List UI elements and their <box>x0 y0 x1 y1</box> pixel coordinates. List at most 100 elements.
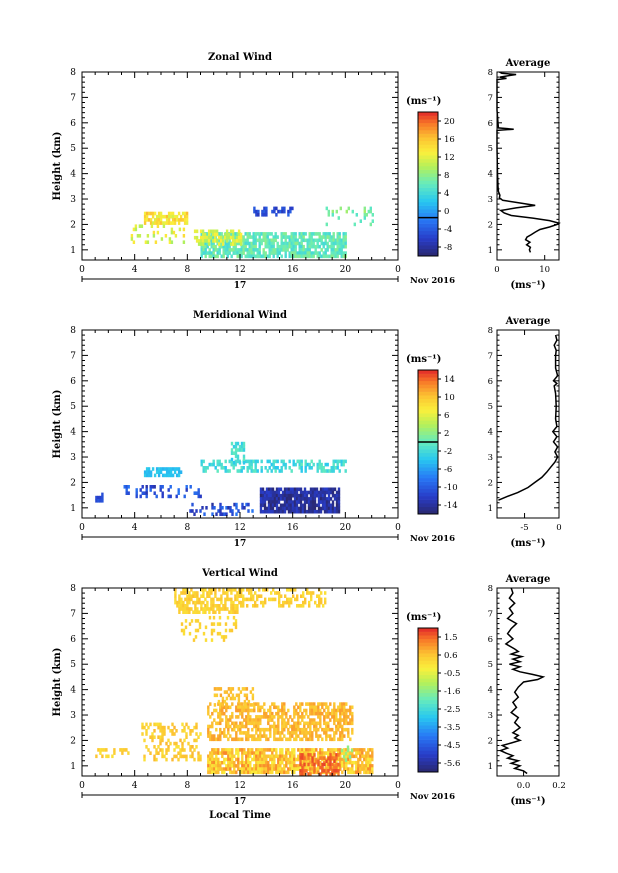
data-cell <box>348 755 352 759</box>
data-cell <box>229 705 232 710</box>
data-cell <box>229 764 232 768</box>
data-cell <box>257 718 260 722</box>
data-cell <box>275 493 279 498</box>
data-cell <box>210 591 213 595</box>
data-cell <box>325 487 329 492</box>
data-cell <box>193 748 196 752</box>
data-cell <box>298 462 301 467</box>
data-cell <box>332 251 335 255</box>
data-cell <box>240 591 243 595</box>
data-cell <box>283 770 286 775</box>
data-cell <box>301 702 304 706</box>
data-cell <box>319 493 323 498</box>
data-cell <box>250 241 253 246</box>
data-cell <box>295 506 299 511</box>
colorbar-segment <box>418 230 438 235</box>
data-cell <box>232 248 235 252</box>
data-cell <box>291 751 294 755</box>
data-cell <box>230 232 233 236</box>
data-cell <box>141 725 144 730</box>
average-y-tick-label: 1 <box>488 504 493 514</box>
average-y-tick-label: 3 <box>488 711 493 721</box>
data-cell <box>308 248 311 252</box>
data-cell <box>95 499 98 503</box>
data-cell <box>236 610 239 614</box>
data-cell <box>335 708 338 713</box>
data-cell <box>227 764 230 768</box>
data-cell <box>184 607 187 611</box>
data-cell <box>276 248 279 252</box>
data-cell <box>234 448 238 452</box>
data-cell <box>291 731 294 735</box>
data-cell <box>299 503 303 508</box>
data-cell <box>178 227 182 232</box>
data-cell <box>334 254 337 259</box>
data-cell <box>270 597 273 602</box>
data-cell <box>159 738 162 743</box>
data-cell <box>274 251 277 255</box>
data-cell <box>339 702 342 706</box>
data-cell <box>299 490 303 495</box>
data-cell <box>231 235 235 240</box>
data-cell <box>156 224 160 228</box>
data-cell <box>234 625 238 630</box>
data-cell <box>202 466 205 470</box>
data-cell <box>289 715 292 719</box>
data-cell <box>256 254 259 259</box>
data-cell <box>167 488 170 492</box>
data-cell <box>191 502 194 507</box>
data-cell <box>184 610 187 614</box>
data-cell <box>227 767 230 771</box>
data-cell <box>237 687 241 691</box>
data-cell <box>285 748 288 752</box>
data-cell <box>230 628 234 633</box>
data-cell <box>251 721 254 726</box>
data-cell <box>174 234 178 238</box>
data-cell <box>302 232 305 236</box>
data-cell <box>311 756 314 760</box>
data-cell <box>309 731 312 735</box>
data-cell <box>212 244 215 249</box>
data-cell <box>332 248 335 252</box>
data-cell <box>347 708 350 713</box>
x-tick-label: 0 <box>395 781 401 791</box>
data-cell <box>231 509 234 513</box>
colorbar-segment <box>418 122 438 127</box>
data-cell <box>235 764 238 768</box>
data-cell <box>333 715 336 719</box>
data-cell <box>127 751 130 755</box>
data-cell <box>272 244 275 249</box>
data-cell <box>191 729 194 733</box>
data-cell <box>204 625 208 630</box>
data-cell <box>269 731 272 735</box>
data-cell <box>97 499 100 503</box>
data-cell <box>291 503 295 508</box>
data-cell <box>347 760 350 765</box>
colorbar-tick-label: -14 <box>444 501 458 511</box>
data-cell <box>349 718 352 722</box>
data-cell <box>322 254 325 259</box>
data-cell <box>241 705 244 710</box>
data-cell <box>324 238 327 243</box>
data-cell <box>359 748 362 752</box>
data-cell <box>161 491 164 495</box>
data-cell <box>226 244 229 249</box>
data-cell <box>280 459 283 464</box>
data-cell <box>259 727 262 732</box>
data-cell <box>234 459 237 464</box>
data-cell <box>145 729 148 733</box>
data-cell <box>349 770 352 775</box>
data-cell <box>328 238 331 243</box>
data-cell <box>230 457 234 462</box>
data-cell <box>212 604 215 608</box>
colorbar-segment <box>418 750 438 755</box>
data-cell <box>209 751 212 755</box>
data-cell <box>339 718 342 722</box>
data-cell <box>310 597 313 602</box>
data-cell <box>295 764 298 768</box>
y-tick-label: 7 <box>70 609 76 619</box>
data-cell <box>325 490 329 495</box>
data-cell <box>261 509 265 514</box>
data-cell <box>347 715 350 719</box>
